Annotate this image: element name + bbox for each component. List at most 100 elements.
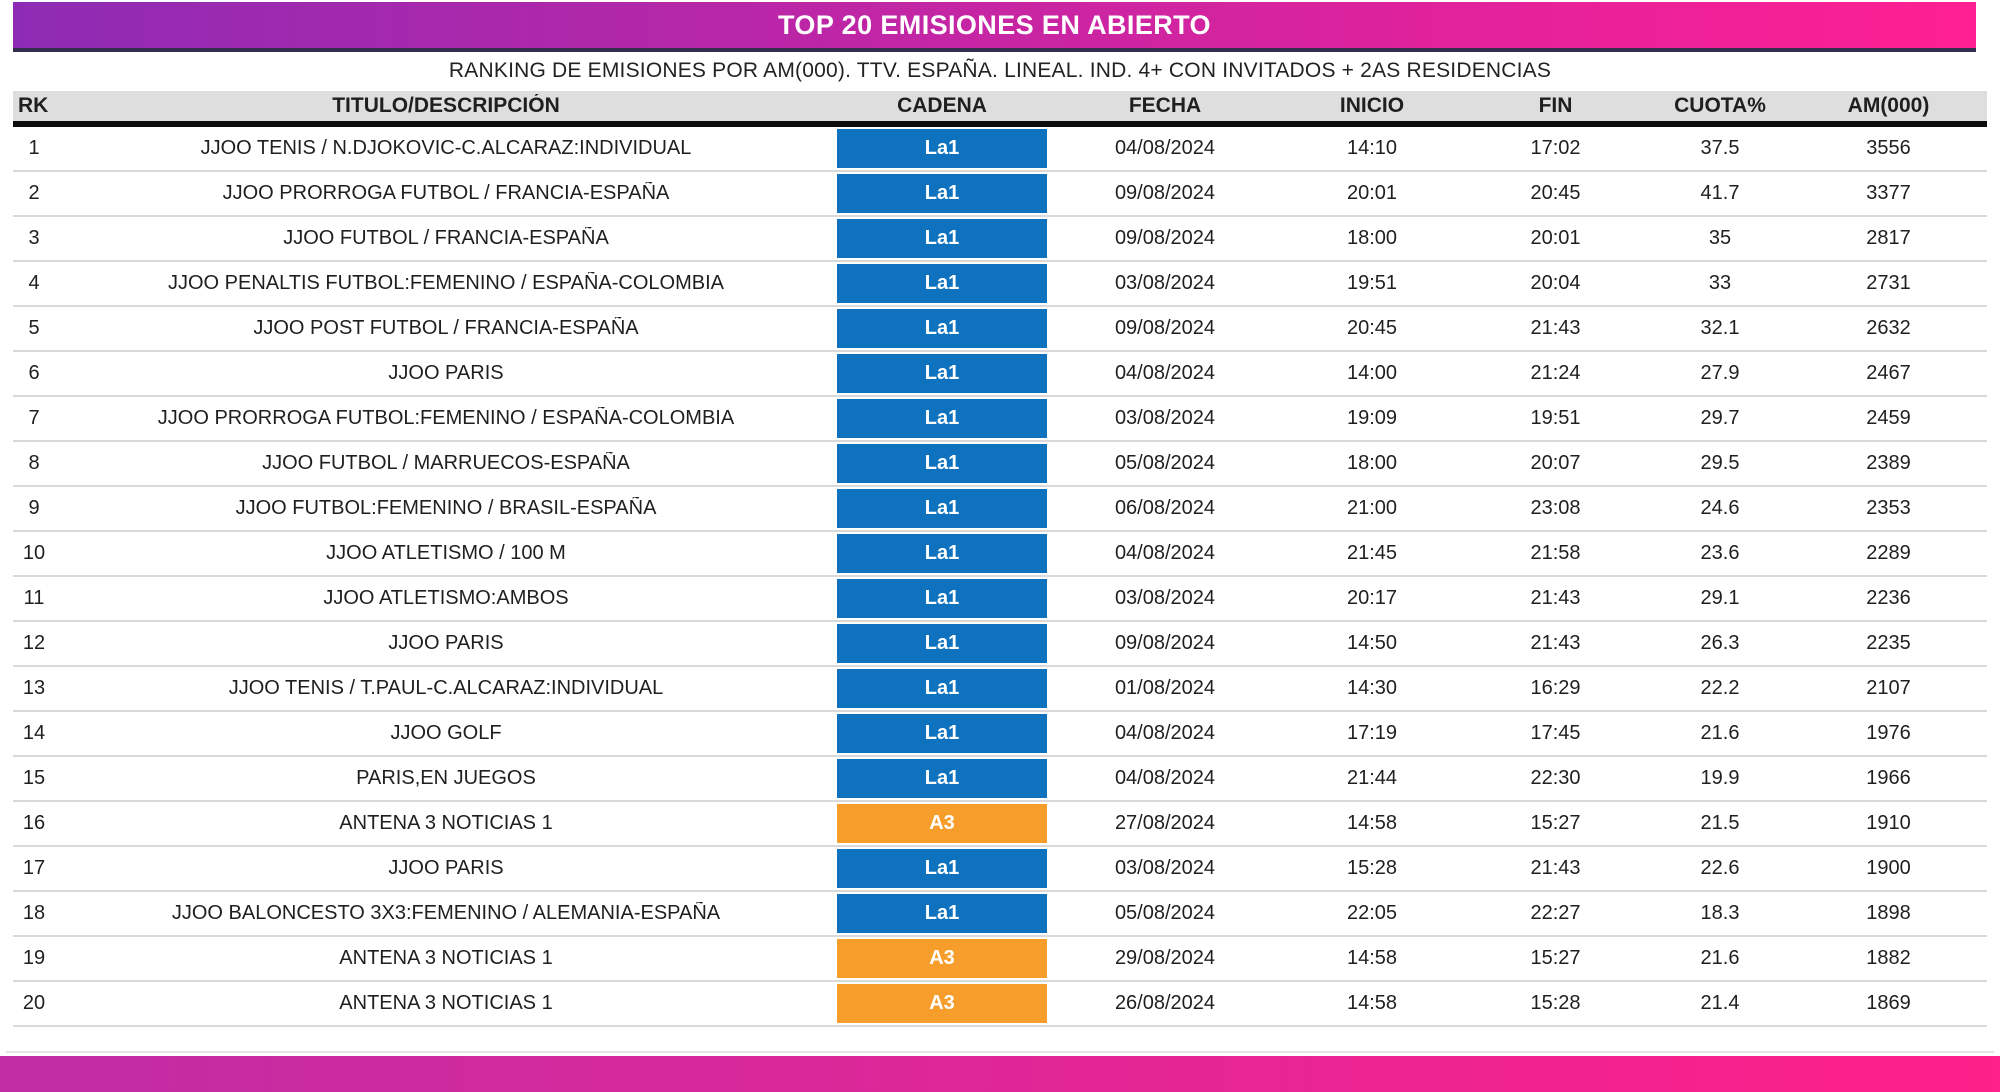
rank-cell: 19 <box>22 947 46 969</box>
audience-cell: 2632 <box>1866 317 1911 339</box>
date-cell: 27/08/2024 <box>1114 812 1216 834</box>
rank-cell: 5 <box>28 317 40 339</box>
date-cell: 04/08/2024 <box>1114 542 1216 564</box>
table-row: 15 PARIS,EN JUEGOS La1 04/08/2024 21:44 … <box>13 757 1987 802</box>
footer-bar <box>0 1056 2000 1092</box>
channel-badge: La1 <box>837 714 1047 753</box>
channel-badge: La1 <box>837 489 1047 528</box>
title-cell: JJOO PARIS <box>388 632 504 654</box>
table-row: 16 ANTENA 3 NOTICIAS 1 A3 27/08/2024 14:… <box>13 802 1987 847</box>
share-cell: 22.2 <box>1700 677 1740 699</box>
share-cell: 21.5 <box>1700 812 1740 834</box>
table-row: 4 JJOO PENALTIS FUTBOL:FEMENINO / ESPAÑA… <box>13 262 1987 307</box>
share-cell: 23.6 <box>1700 542 1740 564</box>
end-time-cell: 19:51 <box>1530 407 1581 429</box>
start-time-cell: 14:10 <box>1346 137 1398 159</box>
date-cell: 04/08/2024 <box>1114 722 1216 744</box>
start-time-cell: 21:00 <box>1346 497 1398 519</box>
title-cell: PARIS,EN JUEGOS <box>356 767 536 789</box>
audience-cell: 1898 <box>1866 902 1911 924</box>
title-cell: JJOO PRORROGA FUTBOL:FEMENINO / ESPAÑA-C… <box>157 407 735 429</box>
rank-cell: 4 <box>28 272 40 294</box>
title-cell: JJOO TENIS / N.DJOKOVIC-C.ALCARAZ:INDIVI… <box>200 137 692 159</box>
audience-cell: 2467 <box>1866 362 1911 384</box>
channel-badge: La1 <box>837 219 1047 258</box>
footer-shadow-line <box>6 1051 1994 1053</box>
start-time-cell: 20:17 <box>1346 587 1398 609</box>
channel-cell: La1 <box>837 172 1047 215</box>
channel-cell: A3 <box>837 937 1047 980</box>
end-time-cell: 15:27 <box>1530 812 1581 834</box>
end-time-cell: 15:27 <box>1530 947 1581 969</box>
end-time-cell: 21:43 <box>1530 857 1581 879</box>
date-cell: 05/08/2024 <box>1114 902 1216 924</box>
channel-badge: La1 <box>837 849 1047 888</box>
date-cell: 03/08/2024 <box>1114 857 1216 879</box>
title-cell: ANTENA 3 NOTICIAS 1 <box>339 992 553 1014</box>
share-cell: 37.5 <box>1700 137 1740 159</box>
channel-cell: La1 <box>837 577 1047 620</box>
channel-badge: La1 <box>837 759 1047 798</box>
share-cell: 19.9 <box>1700 767 1740 789</box>
channel-badge: A3 <box>837 984 1047 1023</box>
rank-cell: 10 <box>22 542 46 564</box>
start-time-cell: 19:51 <box>1346 272 1398 294</box>
share-cell: 27.9 <box>1700 362 1740 384</box>
channel-cell: La1 <box>837 847 1047 890</box>
end-time-cell: 17:02 <box>1530 137 1581 159</box>
start-time-cell: 15:28 <box>1346 857 1398 879</box>
end-time-cell: 21:43 <box>1530 317 1581 339</box>
table-row: 1 JJOO TENIS / N.DJOKOVIC-C.ALCARAZ:INDI… <box>13 127 1987 172</box>
channel-cell: La1 <box>837 217 1047 260</box>
table-row: 18 JJOO BALONCESTO 3X3:FEMENINO / ALEMAN… <box>13 892 1987 937</box>
date-cell: 05/08/2024 <box>1114 452 1216 474</box>
date-cell: 06/08/2024 <box>1114 497 1216 519</box>
end-time-cell: 15:28 <box>1530 992 1581 1014</box>
emissions-table: RK TITULO/DESCRIPCIÓN CADENA FECHA INICI… <box>13 91 1987 1027</box>
date-cell: 09/08/2024 <box>1114 317 1216 339</box>
title-cell: JJOO FUTBOL / FRANCIA-ESPAÑA <box>283 227 609 249</box>
title-cell: JJOO ATLETISMO:AMBOS <box>323 587 569 609</box>
audience-cell: 3556 <box>1866 137 1911 159</box>
title-cell: JJOO PARIS <box>388 857 504 879</box>
end-time-cell: 21:43 <box>1530 587 1581 609</box>
channel-badge: La1 <box>837 534 1047 573</box>
end-time-cell: 21:24 <box>1530 362 1581 384</box>
title-cell: JJOO GOLF <box>390 722 502 744</box>
end-time-cell: 22:27 <box>1530 902 1581 924</box>
share-cell: 24.6 <box>1700 497 1740 519</box>
audience-cell: 2459 <box>1866 407 1911 429</box>
table-row: 6 JJOO PARIS La1 04/08/2024 14:00 21:24 … <box>13 352 1987 397</box>
audience-cell: 1869 <box>1866 992 1911 1014</box>
channel-badge: A3 <box>837 939 1047 978</box>
date-cell: 03/08/2024 <box>1114 407 1216 429</box>
title-cell: JJOO BALONCESTO 3X3:FEMENINO / ALEMANIA-… <box>171 902 721 924</box>
share-cell: 21.6 <box>1700 722 1740 744</box>
audience-cell: 2353 <box>1866 497 1911 519</box>
start-time-cell: 19:09 <box>1346 407 1398 429</box>
table-row: 3 JJOO FUTBOL / FRANCIA-ESPAÑA La1 09/08… <box>13 217 1987 262</box>
col-header-cuota: CUOTA% <box>1674 94 1766 117</box>
table-header-row: RK TITULO/DESCRIPCIÓN CADENA FECHA INICI… <box>13 91 1987 127</box>
channel-badge: La1 <box>837 354 1047 393</box>
table-row: 17 JJOO PARIS La1 03/08/2024 15:28 21:43… <box>13 847 1987 892</box>
date-cell: 09/08/2024 <box>1114 227 1216 249</box>
date-cell: 09/08/2024 <box>1114 632 1216 654</box>
rank-cell: 11 <box>23 587 45 609</box>
audience-cell: 2235 <box>1866 632 1911 654</box>
channel-cell: La1 <box>837 667 1047 710</box>
rank-cell: 18 <box>22 902 46 924</box>
table-row: 20 ANTENA 3 NOTICIAS 1 A3 26/08/2024 14:… <box>13 982 1987 1027</box>
end-time-cell: 21:43 <box>1530 632 1581 654</box>
end-time-cell: 20:01 <box>1530 227 1581 249</box>
share-cell: 18.3 <box>1700 902 1740 924</box>
title-cell: JJOO ATLETISMO / 100 M <box>326 542 566 564</box>
rank-cell: 7 <box>28 407 40 429</box>
start-time-cell: 14:58 <box>1346 812 1398 834</box>
audience-cell: 1882 <box>1866 947 1911 969</box>
rank-cell: 14 <box>22 722 46 744</box>
end-time-cell: 21:58 <box>1530 542 1581 564</box>
rank-cell: 16 <box>22 812 46 834</box>
table-row: 8 JJOO FUTBOL / MARRUECOS-ESPAÑA La1 05/… <box>13 442 1987 487</box>
